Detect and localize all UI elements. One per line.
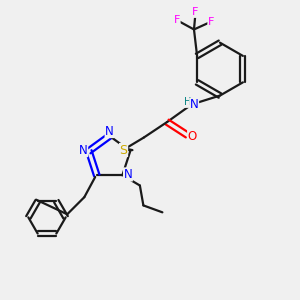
Text: N: N (79, 144, 88, 157)
Text: O: O (188, 130, 197, 143)
Text: S: S (120, 143, 128, 157)
Text: H: H (184, 98, 191, 107)
Text: F: F (192, 8, 199, 17)
Text: F: F (208, 17, 214, 27)
Text: F: F (174, 15, 180, 25)
Text: N: N (124, 168, 132, 181)
Text: N: N (190, 98, 199, 111)
Text: N: N (105, 124, 114, 137)
